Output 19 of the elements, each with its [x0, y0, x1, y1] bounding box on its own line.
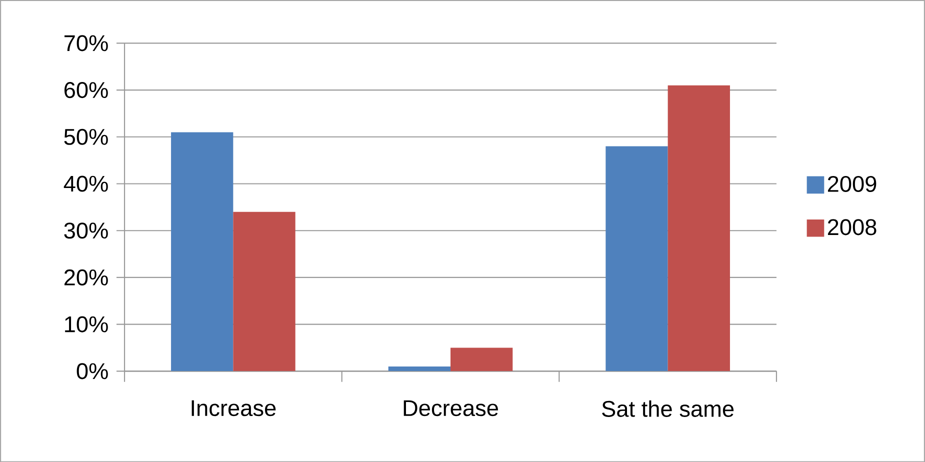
y-tick-label: 50%	[64, 128, 108, 145]
y-tick-label: 20%	[64, 269, 108, 286]
y-tick-label: 0%	[76, 362, 108, 380]
legend-label: 2008	[828, 219, 876, 236]
bar	[606, 146, 668, 371]
y-tick-label: 10%	[65, 316, 108, 332]
y-tick-label: 40%	[64, 176, 108, 192]
y-tick-label: 60%	[64, 82, 108, 98]
bar	[450, 348, 513, 371]
bar	[171, 132, 234, 371]
bar	[233, 212, 296, 371]
y-tick-label: 70%	[64, 34, 108, 52]
legend-label: 2009	[828, 176, 876, 192]
x-tick-label: Sat the same	[602, 400, 734, 417]
x-tick-label: Decrease	[404, 400, 498, 416]
y-tick-label: 30%	[64, 222, 108, 238]
bar	[388, 366, 451, 371]
x-tick-label: Increase	[192, 400, 276, 416]
bar	[668, 85, 730, 371]
